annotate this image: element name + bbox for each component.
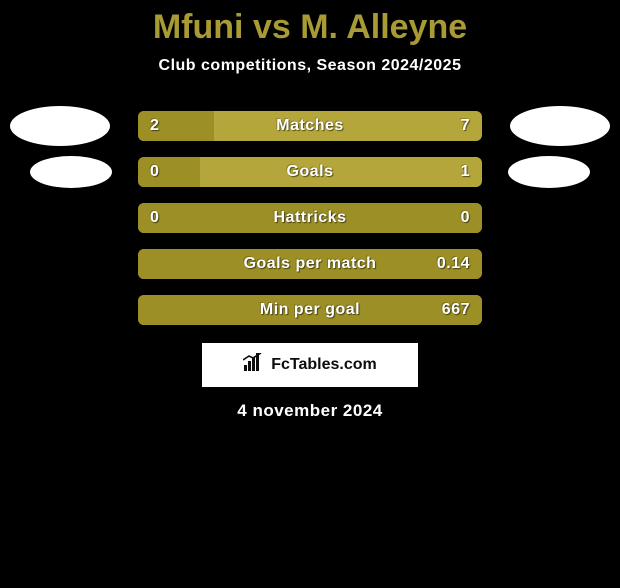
player-avatar-right — [510, 106, 610, 146]
stat-row: 0Hattricks0 — [0, 203, 620, 233]
stat-bar: Goals per match0.14 — [138, 249, 482, 279]
stat-label: Min per goal — [138, 295, 482, 325]
subtitle: Club competitions, Season 2024/2025 — [0, 57, 620, 75]
date-text: 4 november 2024 — [0, 401, 620, 421]
title-player2: M. Alleyne — [300, 8, 467, 46]
stat-label: Matches — [138, 111, 482, 141]
stat-label: Goals per match — [138, 249, 482, 279]
player-avatar-left — [30, 156, 112, 188]
player-avatar-left — [10, 106, 110, 146]
page-title: Mfuni vs M. Alleyne — [0, 8, 620, 47]
stat-label: Goals — [138, 157, 482, 187]
stat-value-right: 0.14 — [437, 249, 470, 279]
title-player1: Mfuni — [153, 8, 244, 46]
stat-row: Min per goal667 — [0, 295, 620, 325]
stat-value-right: 1 — [461, 157, 470, 187]
stat-bar: Min per goal667 — [138, 295, 482, 325]
brand-text: FcTables.com — [271, 356, 377, 374]
stat-value-right: 7 — [461, 111, 470, 141]
stat-row: 2Matches7 — [0, 111, 620, 141]
title-vs: vs — [253, 8, 291, 46]
brand-box: FcTables.com — [202, 343, 418, 387]
stat-value-right: 667 — [442, 295, 470, 325]
stat-value-right: 0 — [461, 203, 470, 233]
stat-bar: 0Hattricks0 — [138, 203, 482, 233]
stat-rows: 2Matches70Goals10Hattricks0Goals per mat… — [0, 111, 620, 325]
stat-bar: 2Matches7 — [138, 111, 482, 141]
stat-row: Goals per match0.14 — [0, 249, 620, 279]
stat-row: 0Goals1 — [0, 157, 620, 187]
bar-chart-icon — [243, 353, 265, 378]
stat-bar: 0Goals1 — [138, 157, 482, 187]
player-avatar-right — [508, 156, 590, 188]
stat-label: Hattricks — [138, 203, 482, 233]
